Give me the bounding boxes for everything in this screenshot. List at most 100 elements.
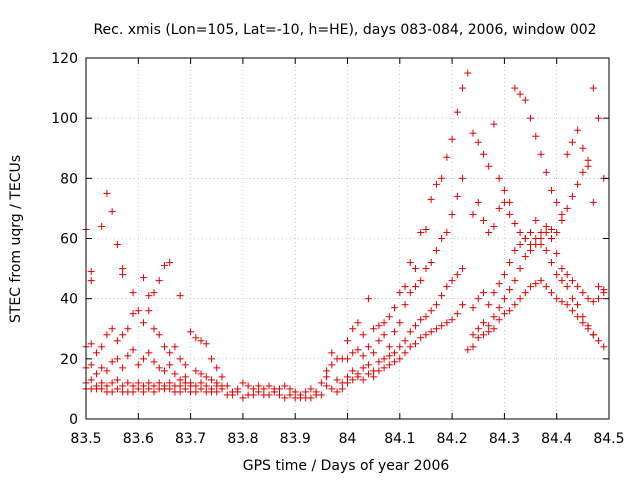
data-point <box>474 138 482 146</box>
data-point <box>140 388 148 396</box>
data-point <box>521 235 529 242</box>
data-point <box>527 241 535 249</box>
data-point <box>140 355 148 363</box>
data-point <box>176 355 184 363</box>
data-point <box>129 388 137 396</box>
data-point <box>176 382 184 390</box>
data-point <box>500 198 508 206</box>
grid <box>86 58 609 419</box>
data-point <box>145 385 153 393</box>
data-point <box>124 379 132 387</box>
data-point <box>495 174 503 182</box>
data-point <box>547 289 555 297</box>
data-point <box>542 168 550 176</box>
data-point <box>574 283 582 291</box>
data-point <box>553 295 561 303</box>
data-point <box>103 367 111 375</box>
data-point <box>134 385 142 393</box>
data-point <box>145 379 153 387</box>
data-point <box>160 367 168 375</box>
data-point <box>490 120 498 128</box>
data-point <box>349 325 357 333</box>
data-point <box>134 307 142 315</box>
data-point <box>166 349 174 357</box>
data-point <box>98 222 106 230</box>
x-tick-label: 84.3 <box>489 431 520 447</box>
data-point <box>181 373 189 381</box>
x-tick-label: 84 <box>339 431 357 447</box>
data-point <box>391 349 399 357</box>
data-point <box>150 382 158 390</box>
data-point <box>150 388 158 396</box>
data-point <box>270 388 278 396</box>
data-point <box>474 334 482 342</box>
data-point <box>474 295 482 303</box>
data-point <box>119 382 127 390</box>
data-point <box>411 322 419 330</box>
chart-title: Rec. xmis (Lon=105, Lat=-10, h=HE), days… <box>93 22 596 38</box>
data-point <box>119 265 127 273</box>
data-point <box>490 289 498 297</box>
data-point <box>176 292 184 300</box>
data-point <box>150 289 158 297</box>
data-point <box>500 271 508 279</box>
data-point <box>396 319 404 327</box>
data-point <box>469 210 477 218</box>
data-point <box>370 325 378 333</box>
data-point <box>589 298 597 306</box>
data-point <box>553 250 561 258</box>
data-point <box>307 394 315 402</box>
data-point <box>385 313 393 321</box>
data-point <box>344 337 351 345</box>
data-point <box>391 304 399 312</box>
data-point <box>479 331 487 339</box>
data-point <box>432 301 440 309</box>
data-point <box>344 355 351 363</box>
data-point <box>438 292 446 300</box>
data-point <box>563 150 571 158</box>
data-point <box>323 367 331 375</box>
data-point <box>500 186 508 194</box>
data-point <box>92 370 100 378</box>
data-point <box>140 382 148 390</box>
data-point <box>108 358 116 366</box>
data-point <box>516 228 524 236</box>
data-point <box>532 132 540 140</box>
data-point <box>521 289 529 297</box>
data-point <box>87 268 95 276</box>
data-point <box>396 355 404 363</box>
data-point <box>281 394 289 402</box>
data-point <box>600 343 608 351</box>
data-point <box>464 346 472 354</box>
data-point <box>103 189 111 197</box>
data-point <box>129 289 137 297</box>
data-point <box>479 289 487 297</box>
data-point <box>411 283 419 291</box>
data-point <box>380 364 388 372</box>
data-point <box>558 265 566 273</box>
data-point <box>584 162 592 170</box>
data-point <box>323 373 331 381</box>
data-point <box>527 247 535 255</box>
data-point <box>584 295 592 303</box>
x-tick-label: 83.8 <box>227 431 258 447</box>
data-point <box>129 346 137 354</box>
data-point <box>108 388 116 396</box>
data-point <box>370 349 378 357</box>
data-point <box>574 126 582 134</box>
data-point <box>87 277 95 285</box>
data-point <box>406 289 414 297</box>
y-axis: 0 20 40 60 80 100 120 <box>51 51 609 428</box>
data-point <box>328 385 336 393</box>
data-point <box>302 388 310 396</box>
data-point <box>364 343 372 351</box>
data-point <box>595 114 603 122</box>
data-point <box>495 304 503 312</box>
data-point <box>113 241 121 249</box>
data-point <box>443 283 451 291</box>
data-point <box>506 307 514 315</box>
data-point <box>516 265 524 273</box>
data-point <box>124 352 132 360</box>
data-point <box>453 192 461 200</box>
data-point <box>558 298 566 306</box>
